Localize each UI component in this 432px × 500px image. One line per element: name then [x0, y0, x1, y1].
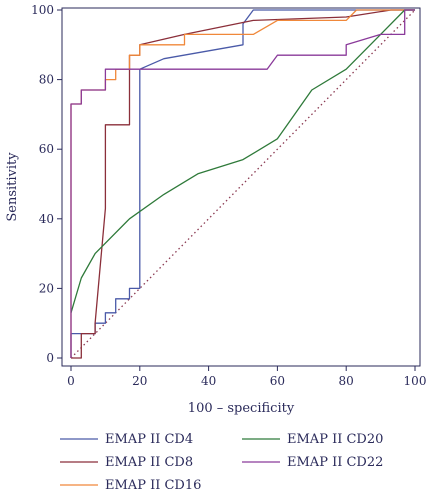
x-tick-label: 100 [404, 374, 427, 388]
axis-ticks: 0 20 40 60 80 100 0 20 40 60 80 100 [31, 3, 426, 388]
y-tick-label: 0 [46, 351, 54, 365]
reference-diagonal-line [70, 9, 416, 359]
y-tick-label: 20 [39, 281, 54, 295]
plot-area [70, 9, 416, 359]
x-axis-label: 100 – specificity [188, 401, 295, 416]
y-tick-label: 40 [39, 212, 54, 226]
y-axis-label: Sensitivity [5, 152, 20, 222]
x-tick-label: 80 [339, 374, 354, 388]
x-tick-label: 60 [270, 374, 285, 388]
legend-label-1: EMAP II CD4 [105, 432, 193, 447]
plot-frame [61, 7, 421, 367]
legend-label-3: EMAP II CD16 [105, 478, 201, 493]
legend-label-2: EMAP II CD8 [105, 455, 193, 470]
series-line-5 [70, 9, 415, 358]
legend-label-4: EMAP II CD20 [287, 432, 383, 447]
y-tick-label: 100 [31, 3, 54, 17]
y-tick-label: 80 [39, 73, 54, 87]
x-tick-label: 20 [132, 374, 147, 388]
y-tick-label: 60 [39, 142, 54, 156]
x-tick-label: 40 [201, 374, 216, 388]
legend: EMAP II CD4 EMAP II CD8 EMAP II CD16 EMAP I… [60, 432, 383, 493]
legend-label-5: EMAP II CD22 [287, 455, 383, 470]
x-tick-label: 0 [67, 374, 75, 388]
series-line-2 [71, 9, 415, 359]
